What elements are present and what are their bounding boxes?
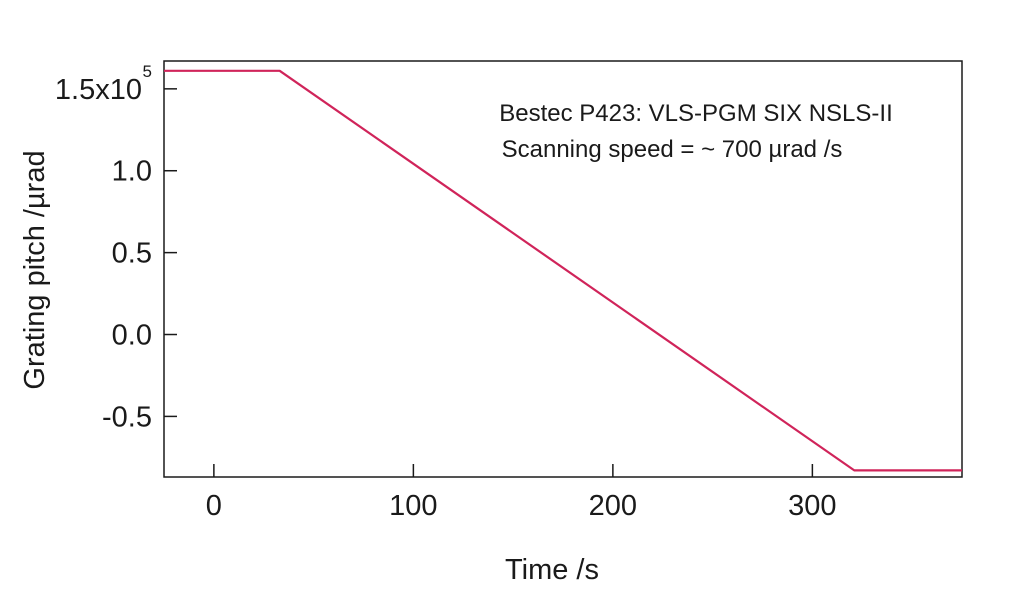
x-tick-label: 100 xyxy=(389,490,437,522)
plot-frame xyxy=(163,60,963,478)
x-tick-label: 200 xyxy=(589,490,637,522)
y-tick-label: 0.5 xyxy=(112,238,152,270)
y-tick-label: 0.0 xyxy=(112,320,152,352)
series-layer xyxy=(164,69,962,472)
annotation-scanning-speed: Scanning speed = ~ 700 µrad /s xyxy=(502,136,843,163)
annotation-instrument: Bestec P423: VLS-PGM SIX NSLS-II xyxy=(499,100,893,127)
x-axis-title: Time /s xyxy=(505,554,599,586)
y-tick-label: -0.5 xyxy=(102,401,152,433)
y-axis-title: Grating pitch /µrad xyxy=(19,150,51,389)
y-tick-label: 1.0 xyxy=(112,156,152,188)
y-tick-exponent: 5 xyxy=(143,62,152,81)
series-line-0 xyxy=(164,69,962,472)
y-tick-label: 1.5x10 xyxy=(55,74,142,106)
x-axis-ticks: 0 100 200 300 xyxy=(206,464,837,522)
x-tick-label: 300 xyxy=(788,490,836,522)
x-tick-label: 0 xyxy=(206,490,222,522)
